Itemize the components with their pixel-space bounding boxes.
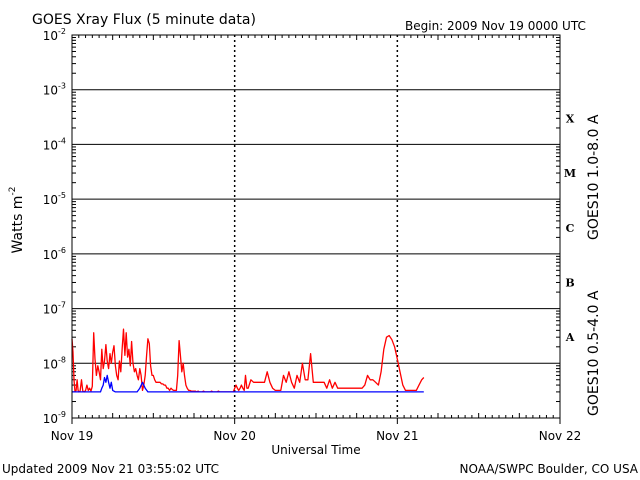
y-tick-label: 10-4 [43, 136, 66, 152]
data-source: NOAA/SWPC Boulder, CO USA [460, 462, 639, 476]
chart-title: GOES Xray Flux (5 minute data) [32, 12, 256, 28]
y-tick-label: 10-7 [43, 301, 66, 317]
x-tick-label: Nov 20 [213, 429, 256, 443]
y-axis-tick-labels: 10-9 10-8 10-7 10-6 10-5 10-4 10-3 10-2 [43, 27, 66, 426]
series-long-channel-line [71, 328, 425, 393]
y-tick-label: 10-5 [43, 191, 66, 207]
plot-frame [71, 34, 561, 419]
grid-lines [72, 37, 560, 403]
flare-class-label: B [565, 276, 574, 289]
y-tick-label: 10-3 [43, 82, 66, 98]
y-tick-label: 10-2 [43, 27, 66, 43]
data-series [71, 328, 425, 393]
y-tick-label: 10-9 [43, 410, 66, 426]
updated-timestamp: Updated 2009 Nov 21 03:55:02 UTC [2, 462, 219, 476]
x-tick-label: Nov 22 [539, 429, 582, 443]
flare-class-labels: X M C B A [564, 112, 576, 344]
legend-short-channel: GOES10 0.5-4.0 A [586, 290, 602, 416]
y-axis-label-text: Watts m [10, 196, 26, 254]
svg-text:Watts m-2: Watts m-2 [8, 187, 26, 254]
series-short-channel-line [72, 374, 424, 393]
begin-label: Begin: 2009 Nov 19 0000 UTC [405, 19, 586, 33]
x-axis-ticks: Nov 19 Nov 20 Nov 21 Nov 22 [51, 35, 582, 443]
flare-class-label: X [566, 112, 575, 125]
y-axis-label-superscript: -2 [8, 187, 18, 196]
y-tick-label: 10-8 [43, 355, 66, 371]
x-tick-label: Nov 21 [376, 429, 419, 443]
x-axis-label: Universal Time [271, 443, 360, 457]
x-tick-label: Nov 19 [51, 429, 94, 443]
flare-class-label: A [565, 331, 575, 344]
y-tick-label: 10-6 [43, 246, 66, 262]
y-axis-label: Watts m-2 [8, 187, 26, 254]
legend-long-channel: GOES10 1.0-8.0 A [586, 114, 602, 240]
flare-class-label: M [564, 167, 576, 180]
flare-class-label: C [566, 222, 575, 235]
